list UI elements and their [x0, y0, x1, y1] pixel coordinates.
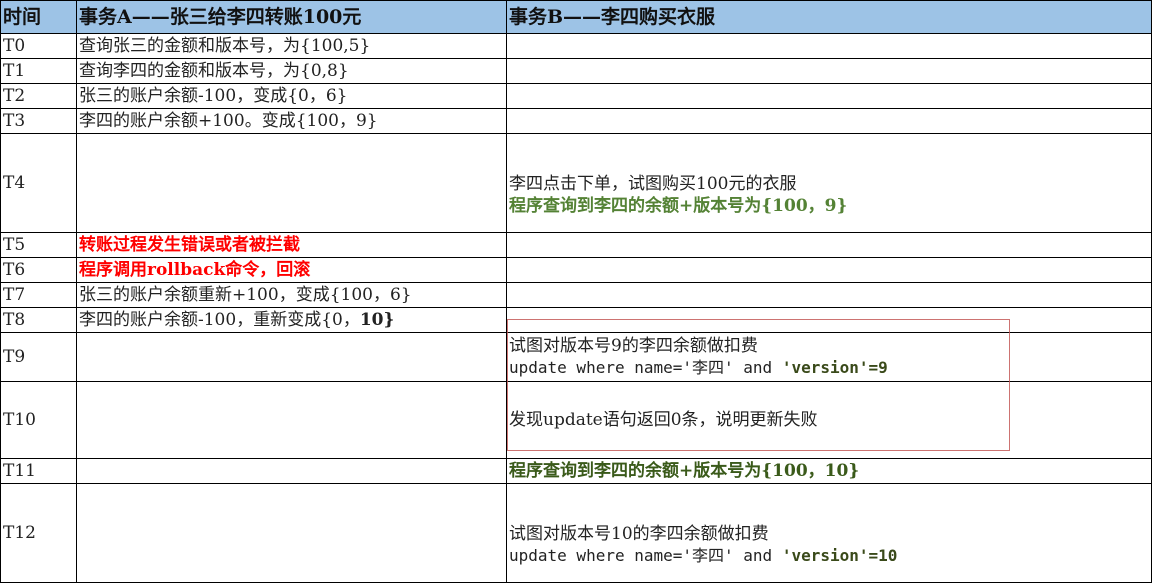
header-transaction-a[interactable]: 事务A——张三给李四转账100元 [76, 0, 507, 34]
a-text-bold: 10} [359, 310, 395, 330]
table-row: T12 试图对版本号10的李四余额做扣费 update where name='李四… [0, 483, 1152, 583]
a-cell[interactable]: 查询李四的金额和版本号，为{0,8} [76, 58, 507, 84]
b-cell[interactable]: 程序查询到李四的余额+版本号为{100，10} [506, 458, 1152, 484]
time-cell[interactable]: T6 [0, 257, 77, 283]
table-row: T6 程序调用rollback命令，回滚 [0, 257, 1152, 283]
b-line: 试图对版本号10的李四余额做扣费 [509, 524, 769, 544]
table-row: T9 试图对版本号9的李四余额做扣费 update where name='李四' … [0, 332, 1152, 382]
sql-version: 'version'=10 [781, 546, 898, 565]
b-cell[interactable]: 李四点击下单，试图购买100元的衣服 程序查询到李四的余额+版本号为{100，9} [506, 133, 1152, 233]
a-cell[interactable]: 李四的账户余额+100。变成{100，9} [76, 108, 507, 134]
header-row: 时间 事务A——张三给李四转账100元 事务B——李四购买衣服 [0, 0, 1152, 34]
b-cell[interactable] [506, 83, 1152, 109]
a-cell[interactable]: 张三的账户余额-100，变成{0，6} [76, 83, 507, 109]
table-row: T3 李四的账户余额+100。变成{100，9} [0, 108, 1152, 134]
time-cell[interactable]: T12 [0, 483, 77, 583]
header-transaction-b[interactable]: 事务B——李四购买衣服 [506, 0, 1152, 34]
a-text: 李四的账户余额-100，重新变成{0， [79, 310, 360, 330]
time-cell[interactable]: T4 [0, 133, 77, 233]
time-cell[interactable]: T8 [0, 307, 77, 333]
table-row: T4 李四点击下单，试图购买100元的衣服 程序查询到李四的余额+版本号为{100，… [0, 133, 1152, 233]
a-cell[interactable] [76, 458, 507, 484]
a-cell[interactable]: 转账过程发生错误或者被拦截 [76, 232, 507, 258]
table-row: T0 查询张三的金额和版本号，为{100,5} [0, 33, 1152, 59]
b-line: 试图对版本号9的李四余额做扣费 [509, 336, 758, 356]
time-cell[interactable]: T11 [0, 458, 77, 484]
time-cell[interactable]: T5 [0, 232, 77, 258]
table-row: T5 转账过程发生错误或者被拦截 [0, 232, 1152, 258]
a-cell[interactable]: 张三的账户余额重新+100，变成{100，6} [76, 282, 507, 308]
b-cell[interactable] [506, 108, 1152, 134]
b-cell[interactable] [506, 307, 1152, 333]
sql-text: update where name='李四' and [509, 546, 782, 565]
b-cell[interactable] [506, 257, 1152, 283]
table-row: T11 程序查询到李四的余额+版本号为{100，10} [0, 458, 1152, 484]
time-cell[interactable]: T9 [0, 332, 77, 382]
table-row: T2 张三的账户余额-100，变成{0，6} [0, 83, 1152, 109]
b-line-highlight: 程序查询到李四的余额+版本号为{100，9} [509, 196, 848, 216]
table-row: T10 发现update语句返回0条，说明更新失败 [0, 381, 1152, 459]
a-cell[interactable] [76, 332, 507, 382]
table-row: T1 查询李四的金额和版本号，为{0,8} [0, 58, 1152, 84]
header-time[interactable]: 时间 [0, 0, 77, 34]
sql-text: update where name='李四' and [509, 358, 782, 377]
b-cell[interactable]: 试图对版本号10的李四余额做扣费 update where name='李四' a… [506, 483, 1152, 583]
b-cell[interactable]: 试图对版本号9的李四余额做扣费 update where name='李四' an… [506, 332, 1152, 382]
table-row: T8 李四的账户余额-100，重新变成{0，10} [0, 307, 1152, 333]
table-row: T7 张三的账户余额重新+100，变成{100，6} [0, 282, 1152, 308]
b-cell[interactable] [506, 33, 1152, 59]
a-cell[interactable] [76, 133, 507, 233]
a-cell[interactable]: 程序调用rollback命令，回滚 [76, 257, 507, 283]
time-cell[interactable]: T10 [0, 381, 77, 459]
b-cell[interactable] [506, 232, 1152, 258]
b-cell[interactable] [506, 282, 1152, 308]
b-line: 李四点击下单，试图购买100元的衣服 [509, 174, 797, 194]
a-cell[interactable]: 查询张三的金额和版本号，为{100,5} [76, 33, 507, 59]
a-cell[interactable] [76, 381, 507, 459]
time-cell[interactable]: T2 [0, 83, 77, 109]
sql-version: 'version'=9 [781, 358, 888, 377]
a-cell[interactable]: 李四的账户余额-100，重新变成{0，10} [76, 307, 507, 333]
b-cell[interactable] [506, 58, 1152, 84]
time-cell[interactable]: T7 [0, 282, 77, 308]
time-cell[interactable]: T0 [0, 33, 77, 59]
a-cell[interactable] [76, 483, 507, 583]
time-cell[interactable]: T3 [0, 108, 77, 134]
time-cell[interactable]: T1 [0, 58, 77, 84]
b-cell[interactable]: 发现update语句返回0条，说明更新失败 [506, 381, 1152, 459]
